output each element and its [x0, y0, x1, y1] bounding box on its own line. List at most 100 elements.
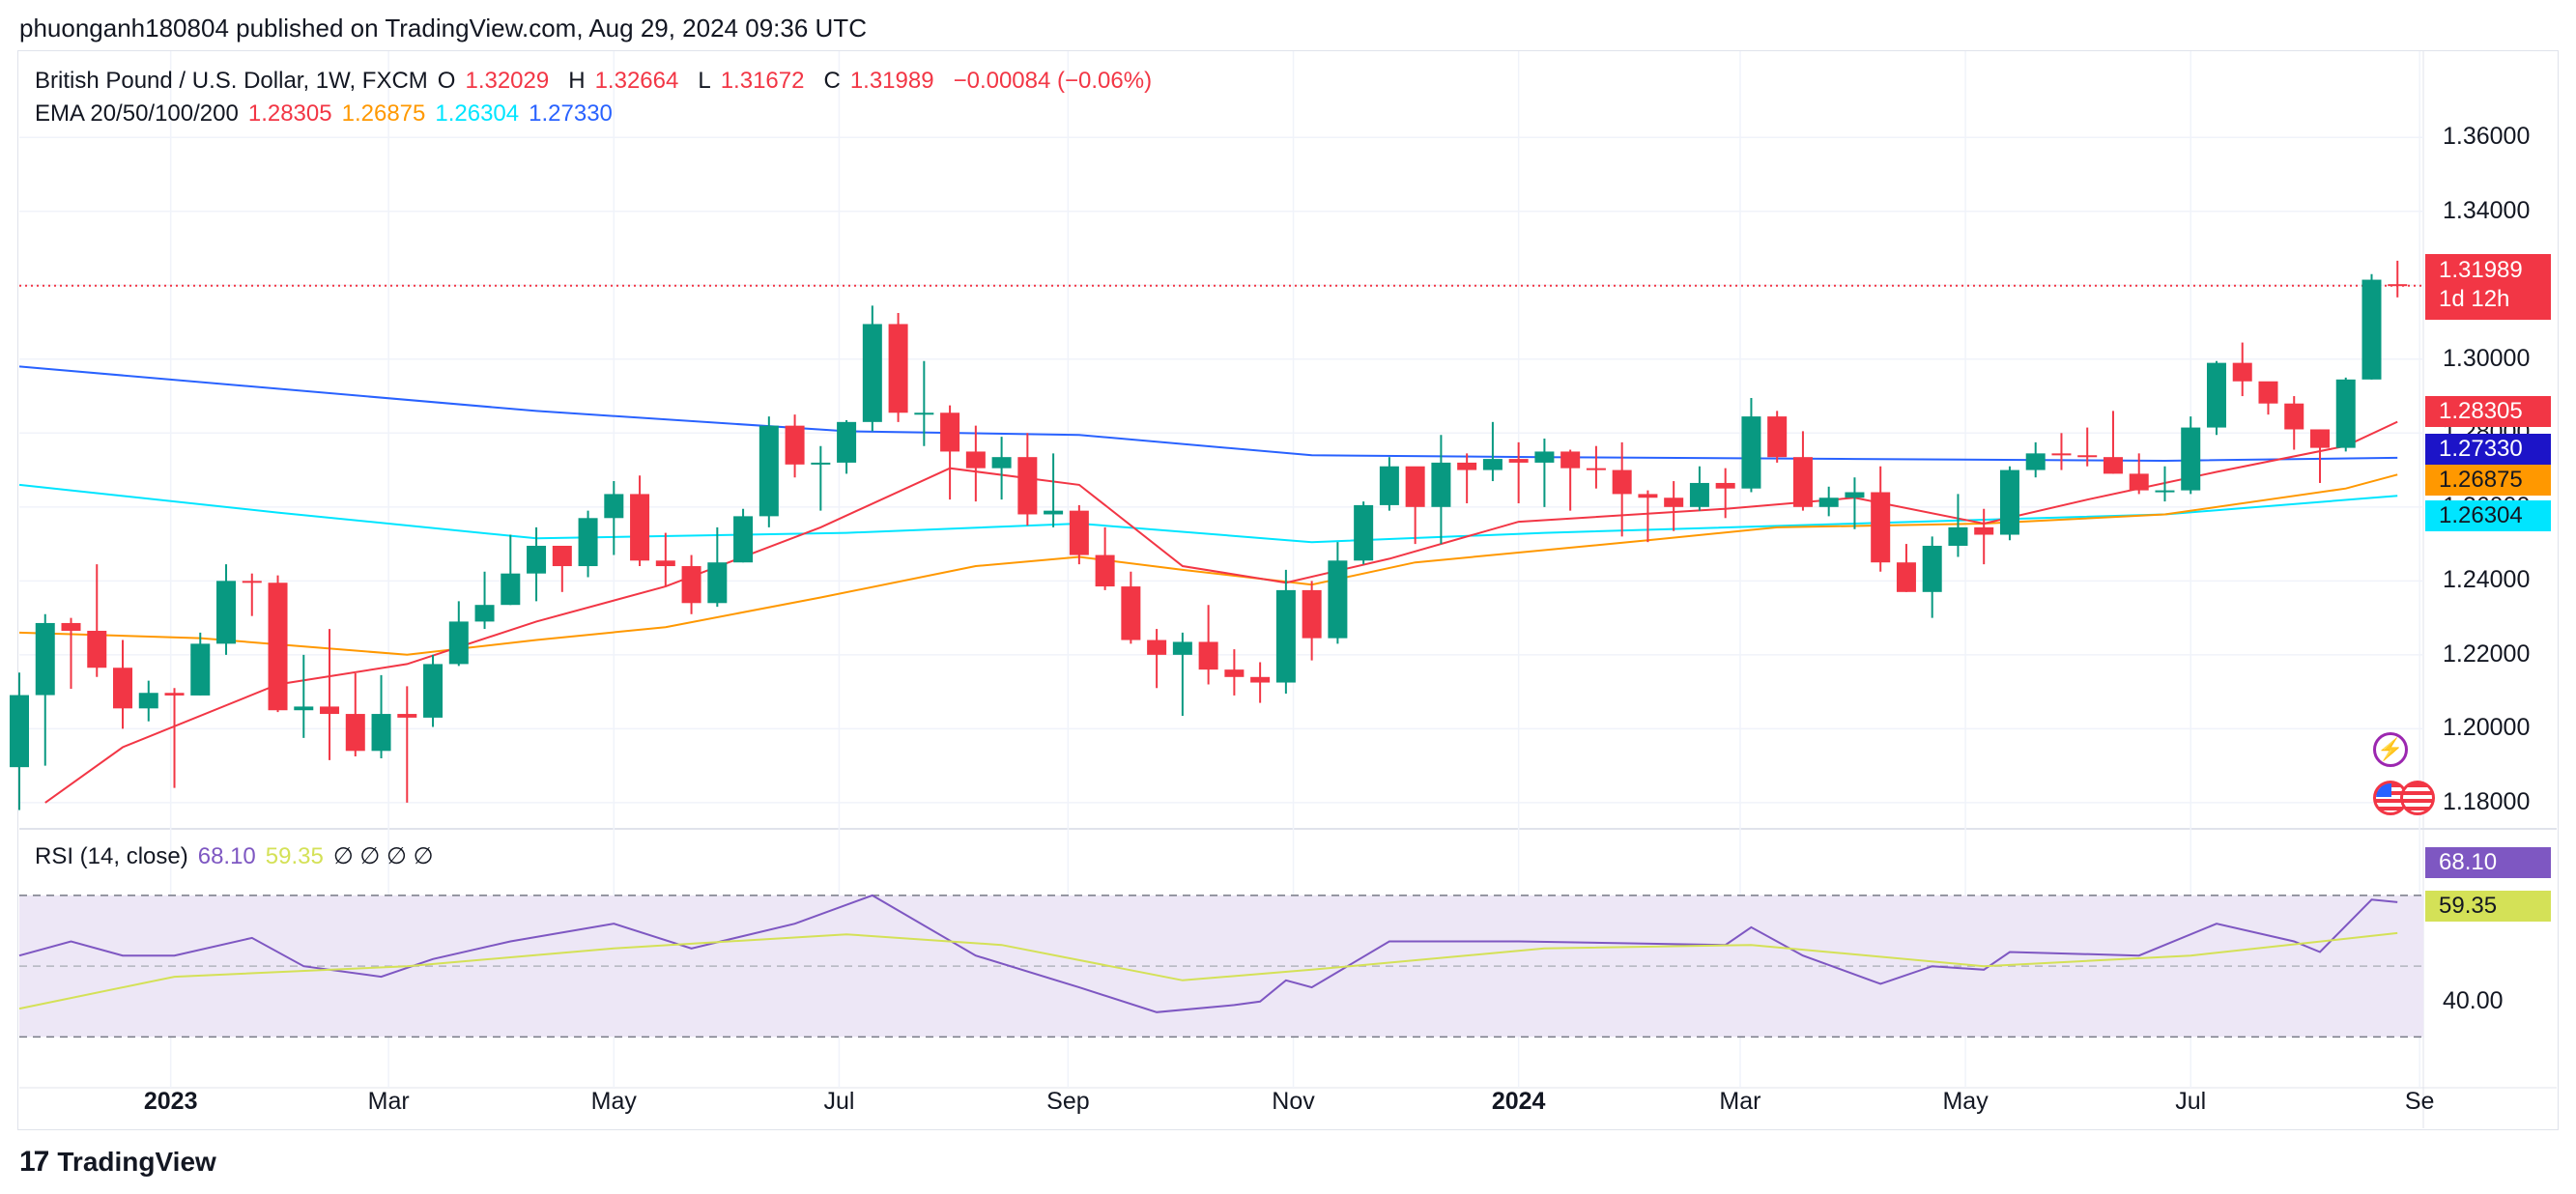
candle	[216, 564, 237, 655]
candle-body	[1379, 466, 1399, 505]
price-legend: British Pound / U.S. Dollar, 1W, FXCM O 1.…	[35, 68, 1161, 95]
rsi-label: RSI (14, close)	[35, 843, 188, 869]
ema100-value: 1.26304	[435, 100, 520, 127]
candle-body	[965, 451, 986, 469]
candle-body	[294, 706, 314, 711]
candle-body	[1638, 494, 1658, 498]
candle	[1534, 439, 1555, 507]
candle	[268, 575, 288, 713]
candle	[758, 416, 779, 527]
candle-body	[888, 324, 908, 413]
price-axis-label: 1.22000	[2443, 640, 2531, 668]
candle	[1302, 581, 1322, 661]
lightning-icon[interactable]: ⚡	[2373, 732, 2408, 767]
time-axis-label: Sep	[1046, 1088, 1090, 1115]
ohlc-low: L 1.31672	[698, 68, 814, 94]
candle	[552, 545, 572, 592]
time-axis-label: Jul	[823, 1088, 855, 1115]
rsi-extra: ∅ ∅ ∅ ∅	[332, 843, 434, 869]
candle	[320, 629, 340, 760]
candle	[1017, 433, 1038, 526]
candle	[1896, 544, 1916, 592]
candle-body	[1560, 451, 1581, 469]
candle-body	[1792, 457, 1813, 507]
candle-body	[1069, 510, 1089, 555]
candle	[914, 360, 934, 446]
candle-body	[2258, 381, 2278, 404]
candle	[1250, 662, 1271, 703]
candle-body	[811, 462, 831, 465]
price-axis-label: 1.36000	[2443, 123, 2531, 151]
candle	[2025, 441, 2046, 478]
candle-body	[2361, 279, 2382, 380]
tradingview-brand: TradingView	[57, 1147, 216, 1177]
candle-body	[1948, 526, 1968, 546]
candle	[1405, 466, 1425, 545]
candle-body	[423, 664, 444, 718]
ohlc-high-value: 1.32664	[594, 68, 679, 94]
price-axis-label: 1.18000	[2443, 787, 2531, 815]
ema-legend: EMA 20/50/100/200 1.28305 1.26875 1.26304 1.…	[35, 100, 622, 128]
last-price-tag: 1.31989 1d 12h	[2425, 254, 2551, 320]
candle-body	[1328, 560, 1348, 639]
candle	[345, 672, 365, 757]
candle	[2129, 453, 2149, 495]
ema100-tag: 1.26304	[2425, 500, 2551, 531]
symbol-title: British Pound / U.S. Dollar, 1W, FXCM	[35, 68, 428, 94]
candle-body	[1767, 416, 1788, 458]
candle	[190, 632, 211, 696]
candle	[1922, 536, 1942, 618]
candle	[1224, 649, 1245, 696]
candle-body	[2309, 429, 2330, 448]
candle	[10, 672, 29, 810]
candle	[1741, 397, 1761, 493]
candle	[1095, 526, 1115, 590]
price-axis-label: 1.20000	[2443, 714, 2531, 742]
tradingview-logo[interactable]: 17 TradingView	[19, 1146, 216, 1179]
flag-canton	[2376, 783, 2391, 797]
candle-body	[1354, 504, 1374, 561]
candle	[940, 405, 960, 500]
candle	[61, 617, 81, 690]
candle-body	[2051, 453, 2072, 456]
candle	[501, 534, 521, 606]
candle-body	[681, 566, 701, 604]
ema100-line	[18, 483, 2398, 544]
candle	[2284, 396, 2304, 450]
candle-body	[655, 560, 675, 567]
candle-body	[1508, 459, 1529, 463]
candle-body	[552, 545, 572, 567]
candle-body	[1741, 416, 1761, 489]
candle	[1689, 466, 1709, 511]
publisher-header: phuonganh180804 published on TradingView…	[19, 14, 867, 43]
ema200-line	[18, 365, 2398, 463]
candle	[1586, 445, 1606, 489]
ema50-tag: 1.26875	[2425, 465, 2551, 496]
candle	[1044, 453, 1064, 527]
ema20-value: 1.28305	[247, 100, 332, 127]
time-axis-label: Se	[2404, 1088, 2435, 1115]
candle	[1818, 486, 1839, 517]
candle-body	[1689, 482, 1709, 507]
candle	[991, 437, 1012, 500]
candle	[448, 601, 469, 667]
candle	[113, 640, 133, 729]
candle	[630, 475, 650, 567]
time-axis-label: Nov	[1272, 1088, 1315, 1115]
candle-body	[2335, 379, 2356, 448]
candle	[423, 654, 444, 727]
candle	[2206, 360, 2226, 436]
ohlc-low-label: L	[698, 68, 711, 94]
us-flag-icon[interactable]	[2373, 781, 2408, 815]
rsi-value: 68.10	[197, 843, 256, 869]
candle-body	[527, 545, 547, 574]
candle	[733, 508, 754, 563]
ohlc-close: C 1.31989	[823, 68, 943, 94]
candle-body	[345, 714, 365, 752]
candle	[2155, 466, 2175, 502]
price-change: −0.00084 (−0.06%)	[953, 68, 1153, 94]
us-flag-icon-secondary[interactable]	[2400, 781, 2435, 815]
candle	[1482, 421, 1503, 482]
candle-body	[371, 714, 391, 752]
